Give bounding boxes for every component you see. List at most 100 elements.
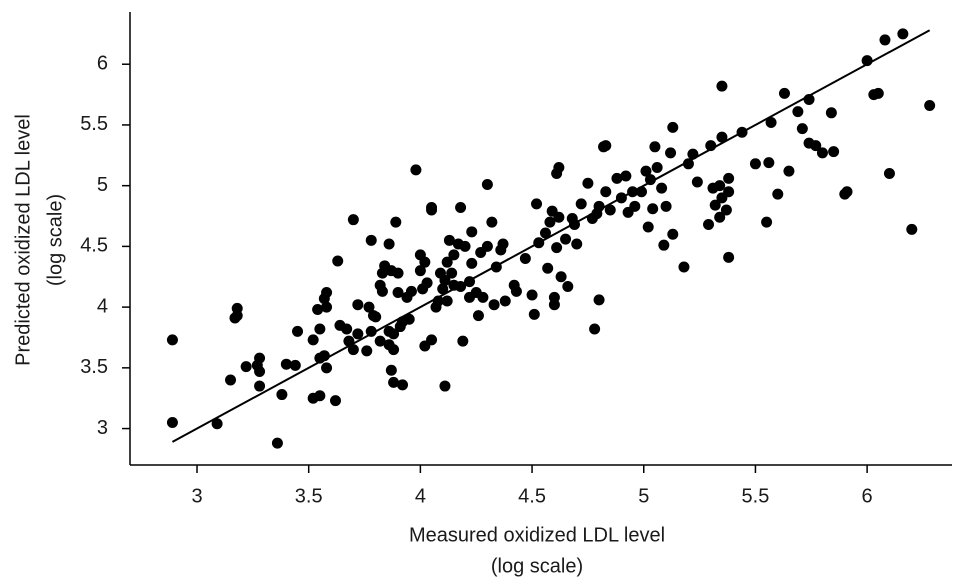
point <box>439 380 451 392</box>
point <box>455 280 467 292</box>
point <box>347 344 359 356</box>
y-tick-label: 5.5 <box>80 113 108 135</box>
point <box>405 285 417 297</box>
y-tick-label: 5 <box>97 174 108 196</box>
point <box>687 148 699 160</box>
point <box>330 395 341 407</box>
point <box>636 186 648 198</box>
point <box>709 199 721 211</box>
point <box>443 234 455 246</box>
point <box>361 345 373 357</box>
point <box>555 271 567 283</box>
point <box>488 299 500 311</box>
point <box>211 418 223 430</box>
point <box>321 362 333 374</box>
point <box>392 267 404 279</box>
point <box>627 186 639 198</box>
point <box>464 276 476 288</box>
point <box>548 299 560 311</box>
point <box>542 262 554 274</box>
point <box>459 240 471 252</box>
point <box>231 310 243 322</box>
point <box>600 186 612 198</box>
point <box>651 161 663 173</box>
point <box>292 325 304 337</box>
y-tick-label: 6 <box>97 53 108 75</box>
point <box>312 304 324 316</box>
point <box>593 294 605 306</box>
point <box>897 28 909 40</box>
point <box>392 287 404 299</box>
point <box>656 182 668 194</box>
point <box>553 211 565 223</box>
point <box>276 389 288 401</box>
point <box>723 186 735 198</box>
point <box>528 308 540 320</box>
point <box>481 178 493 190</box>
point <box>667 228 679 240</box>
point <box>841 186 853 198</box>
point <box>225 374 237 386</box>
point <box>321 301 333 313</box>
point <box>879 34 891 46</box>
point <box>166 334 178 346</box>
point <box>466 226 478 238</box>
point <box>510 285 522 297</box>
point <box>352 328 364 340</box>
point <box>678 261 690 273</box>
point <box>560 233 572 245</box>
point <box>582 177 594 189</box>
point <box>906 223 918 235</box>
point <box>589 323 601 335</box>
point <box>365 234 377 246</box>
point <box>665 147 677 159</box>
point <box>477 291 489 303</box>
y-tick-label: 3 <box>97 417 108 439</box>
point <box>455 202 467 214</box>
point <box>388 344 400 356</box>
point <box>254 365 266 377</box>
point <box>390 216 402 228</box>
point <box>642 221 654 233</box>
point <box>352 299 364 311</box>
x-tick-label: 3.5 <box>295 485 323 507</box>
point <box>705 140 717 152</box>
point <box>792 106 804 118</box>
point <box>716 131 728 143</box>
point <box>388 328 400 340</box>
point <box>472 310 484 322</box>
point <box>615 192 627 204</box>
point <box>533 237 545 249</box>
x-axis-label: Measured oxidized LDL level <box>409 524 665 546</box>
point <box>347 214 359 226</box>
point <box>723 251 735 263</box>
point <box>810 140 822 152</box>
point <box>611 172 623 184</box>
y-tick-label: 4.5 <box>80 235 108 257</box>
point <box>376 285 388 297</box>
y-tick-label: 3.5 <box>80 356 108 378</box>
y-tick-label: 4 <box>97 295 108 317</box>
point <box>658 239 670 251</box>
point <box>763 157 775 169</box>
point <box>499 295 511 307</box>
point <box>457 335 469 347</box>
point <box>816 147 828 159</box>
point <box>600 140 612 152</box>
point <box>289 359 301 371</box>
point <box>403 313 415 325</box>
point <box>426 334 438 346</box>
point <box>439 274 451 286</box>
point <box>539 227 551 239</box>
point <box>307 334 319 346</box>
point <box>341 323 353 335</box>
point <box>660 200 672 212</box>
point <box>314 323 326 335</box>
point <box>562 280 574 292</box>
point <box>432 295 444 307</box>
point <box>825 107 837 119</box>
point <box>519 253 531 265</box>
x-axis-label: (log scale) <box>491 555 583 577</box>
point <box>531 198 543 210</box>
